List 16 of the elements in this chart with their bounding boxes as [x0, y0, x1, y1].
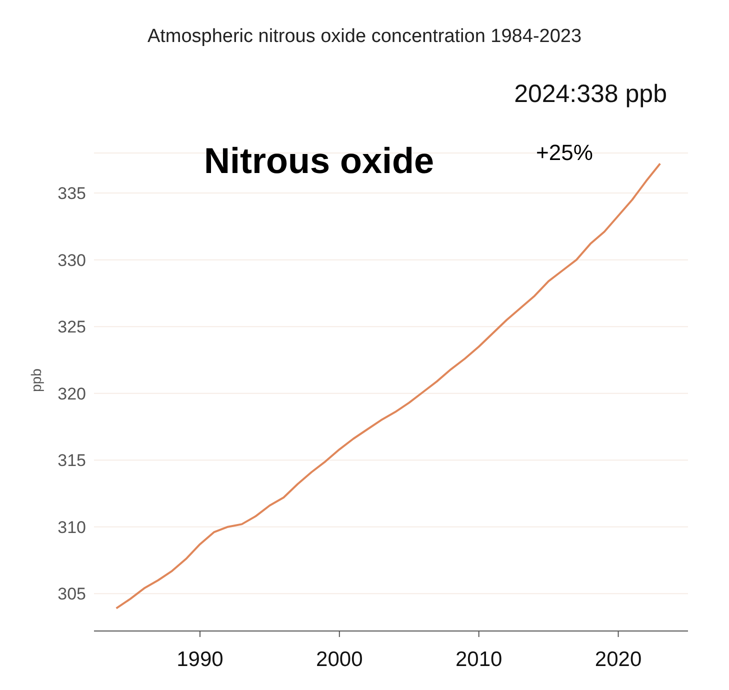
- y-tick-label: 315: [58, 451, 86, 470]
- y-tick-label: 320: [58, 384, 86, 404]
- x-tick-label: 2010: [455, 648, 502, 671]
- y-tick-label: 325: [58, 318, 86, 337]
- y-tick-label: 330: [58, 250, 86, 270]
- y-tick-label: 305: [58, 584, 86, 604]
- annotation: +25%: [536, 140, 593, 166]
- x-tick-label: 2020: [594, 648, 642, 671]
- y-axis-title: ppb: [28, 368, 44, 392]
- chart-title: Atmospheric nitrous oxide concentration 1984-2023: [146, 26, 583, 48]
- x-tick-label: 2000: [316, 648, 363, 671]
- y-tick-label: 335: [58, 184, 86, 204]
- x-tick-label: 1990: [176, 648, 224, 671]
- text: 2024:338 ppb: [514, 80, 667, 109]
- y-tick-label: 310: [58, 518, 86, 537]
- annotation: Nitrous oxide: [204, 140, 434, 182]
